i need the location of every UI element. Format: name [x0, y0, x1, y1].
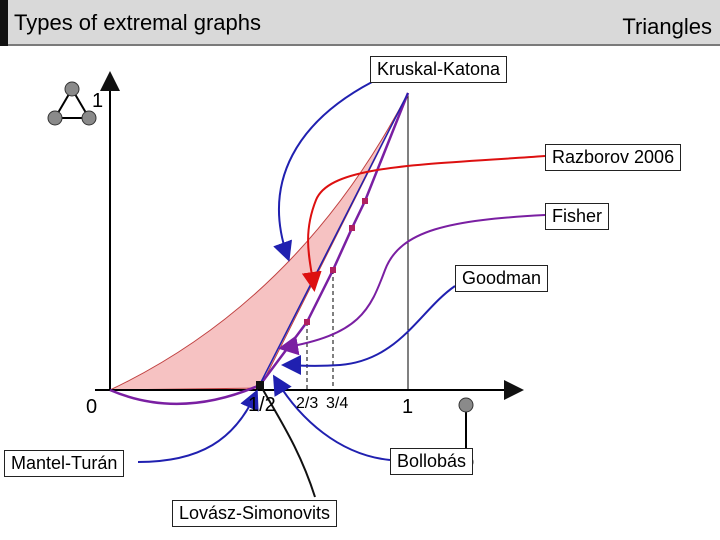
slide-topic: Triangles: [622, 14, 712, 39]
fisher-label: Fisher: [545, 203, 610, 230]
header-accent-bar: [0, 0, 8, 46]
x-tick-zero: 0: [86, 396, 98, 418]
slide-header: Types of extremal graphs Triangles: [0, 0, 720, 46]
lovasz-line: [261, 387, 316, 498]
x-tick-half: 1/2: [248, 394, 276, 416]
razborov-label: Razborov 2006: [545, 144, 682, 171]
fisher-arrow: [278, 214, 546, 356]
x-tick-one: 1: [402, 396, 414, 418]
feasible-region: [109, 92, 409, 391]
kruskal-arrow: [273, 81, 373, 262]
half-marker: [256, 381, 264, 389]
lower-boundary-scallops: [258, 92, 410, 386]
razborov-arrow: [301, 155, 546, 292]
triangle-graph-icon: [47, 81, 97, 126]
x-tick-two-thirds: 2/3: [296, 395, 319, 412]
scallop-marker: [362, 198, 368, 204]
scallop-marker: [349, 225, 355, 231]
scallop-marker: [304, 319, 310, 325]
goodman-arrow: [281, 285, 456, 376]
y-tick-one: 1: [92, 90, 104, 112]
mantel-arrow: [137, 389, 259, 463]
lovasz-simonovits-label: Lovász-Simonovits: [172, 500, 338, 527]
kruskal-katona-label: Kruskal-Katona: [370, 56, 508, 83]
mantel-turan-label: Mantel-Turán: [4, 450, 125, 477]
slide-title: Types of extremal graphs: [14, 10, 262, 35]
goodman-label: Goodman: [455, 265, 549, 292]
bollobas-arrow: [272, 374, 391, 461]
x-tick-three-quarters: 3/4: [326, 395, 349, 412]
scallop-marker: [330, 267, 336, 273]
bollobas-label: Bollobás: [390, 448, 474, 475]
